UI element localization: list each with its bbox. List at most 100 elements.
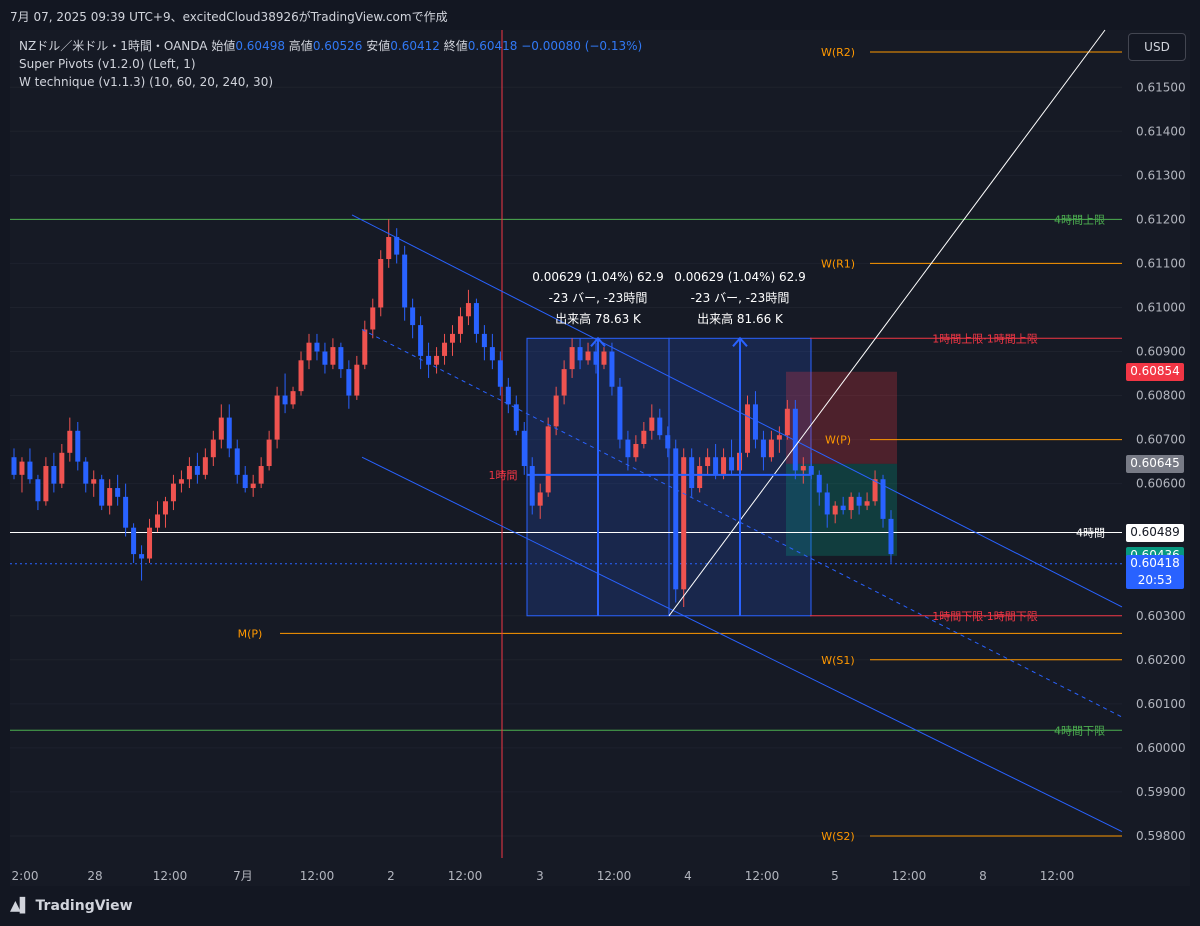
tradingview-logo-text: TradingView [35,898,133,914]
level-lines: W(R2) 4時間上限 W(R1) 1時間上限·1時間上限 W(P) 4時間 1時間下限·1… [10,30,1122,858]
candle-body [577,347,583,361]
indicator-super-pivots[interactable]: Super Pivots (v1.2.0) (Left, 1) [19,57,196,71]
candle-body [178,479,184,484]
level-label: W(S1) [821,654,854,667]
currency-button[interactable]: USD [1128,33,1186,61]
time-tick-label: 12:00 [892,869,927,883]
time-tick-label: 12:00 [597,869,632,883]
candle-body [473,303,479,334]
price-tick-label: 0.61500 [1136,80,1186,94]
level-label: 4時間上限 [1054,213,1105,226]
price-tick-label: 0.60300 [1136,609,1186,623]
candle-body [242,474,248,489]
measure-text: 0.00629 (1.04%) 62.9 [674,270,805,284]
candle-body [697,466,703,489]
candle-body [91,479,97,484]
candle-body [641,430,647,444]
candle-body [465,303,471,317]
candle-body [202,457,208,475]
candle-body [370,307,376,330]
candle-body [553,395,559,427]
candle-body [721,457,727,475]
candle-body [338,347,344,370]
candle-body [593,351,599,365]
candle-body [489,347,495,361]
candle-body [744,404,750,453]
time-tick-label: 28 [87,869,102,883]
candle-body [768,439,774,458]
high-label: 高値 [288,39,313,53]
trend-line [668,29,1106,617]
candle-body [378,259,384,308]
candle-body [816,474,822,493]
price-tick-label: 0.60700 [1136,433,1186,447]
candle-body [497,360,503,387]
price-tick-label: 0.60200 [1136,653,1186,667]
channel-lower [361,456,1123,833]
time-tick-label: 12:00 [153,869,188,883]
candle-body [19,461,25,475]
candle-body [258,466,264,484]
candle-body [418,325,424,356]
open-value: 0.60498 [235,39,285,53]
candle-body [402,254,408,308]
candle-body [585,351,591,361]
candle-body [569,347,575,370]
candle-body [131,527,137,555]
candle-body [234,448,240,475]
tradingview-logo[interactable]: ▲▌ TradingView [10,898,133,914]
candle-body [226,417,232,449]
price-badge: 0.60489 [1126,523,1184,542]
candle-body [410,307,416,326]
drawings: 1時間 0.00629 (1.04%) 62.9 -23 バー, -23時間出来高 … [351,29,1123,833]
indicator-w-technique[interactable]: W technique (v1.1.3) (10, 60, 20, 240, 3… [19,75,274,89]
snapshot-caption: 7月 07, 2025 09:39 UTC+9、excitedCloud3892… [10,10,448,24]
level-label: 4時間 [1076,527,1105,540]
price-tick-label: 0.59800 [1136,829,1186,843]
candle-body [35,479,41,502]
candle-body [792,408,798,471]
tradingview-logo-icon: ▲▌ [10,898,31,914]
price-tick-label: 0.60100 [1136,697,1186,711]
candle-body [457,316,463,334]
channel-upper [351,214,1123,608]
candle-body [266,439,272,467]
candle-body [139,554,145,559]
candle-body [649,417,655,431]
candle-body [545,426,551,493]
symbol-label[interactable]: NZドル／米ドル・1時間・OANDA [19,39,208,53]
price-tick-label: 0.60600 [1136,477,1186,491]
candle-body [505,386,511,405]
candle-body [561,369,567,396]
measure-text: -23 バー, -23時間 [549,291,648,305]
candle-body [673,448,679,590]
candle-body [330,347,336,365]
candle-body [218,417,224,440]
side-label: 1時間 [489,469,518,482]
time-tick-label: 2:00 [12,869,39,883]
candle-body [705,457,711,467]
candle-body [426,355,432,365]
time-tick-label: 5 [831,869,839,883]
candle-body [609,351,615,387]
candle-body [274,395,280,440]
candle-body [162,501,168,515]
time-tick-label: 8 [979,869,987,883]
candle-body [776,435,782,440]
candle-body [27,461,33,480]
price-tick-label: 0.60000 [1136,741,1186,755]
close-value: 0.60418 [467,39,518,53]
candle-body [51,466,57,484]
candle-body [521,430,527,467]
price-tick-label: 0.61100 [1136,256,1186,270]
candle-body [840,505,846,511]
candle-body [689,457,695,489]
level-label: 1時間下限·1時間下限 [932,610,1038,623]
candle-body [529,466,535,506]
price-axis: 0.61500 0.61400 0.61300 0.61200 0.61100 0.610… [1136,80,1186,843]
price-tick-label: 0.61200 [1136,212,1186,226]
candle-body [681,457,687,590]
candle-body [880,479,886,519]
candle-body [394,237,400,255]
